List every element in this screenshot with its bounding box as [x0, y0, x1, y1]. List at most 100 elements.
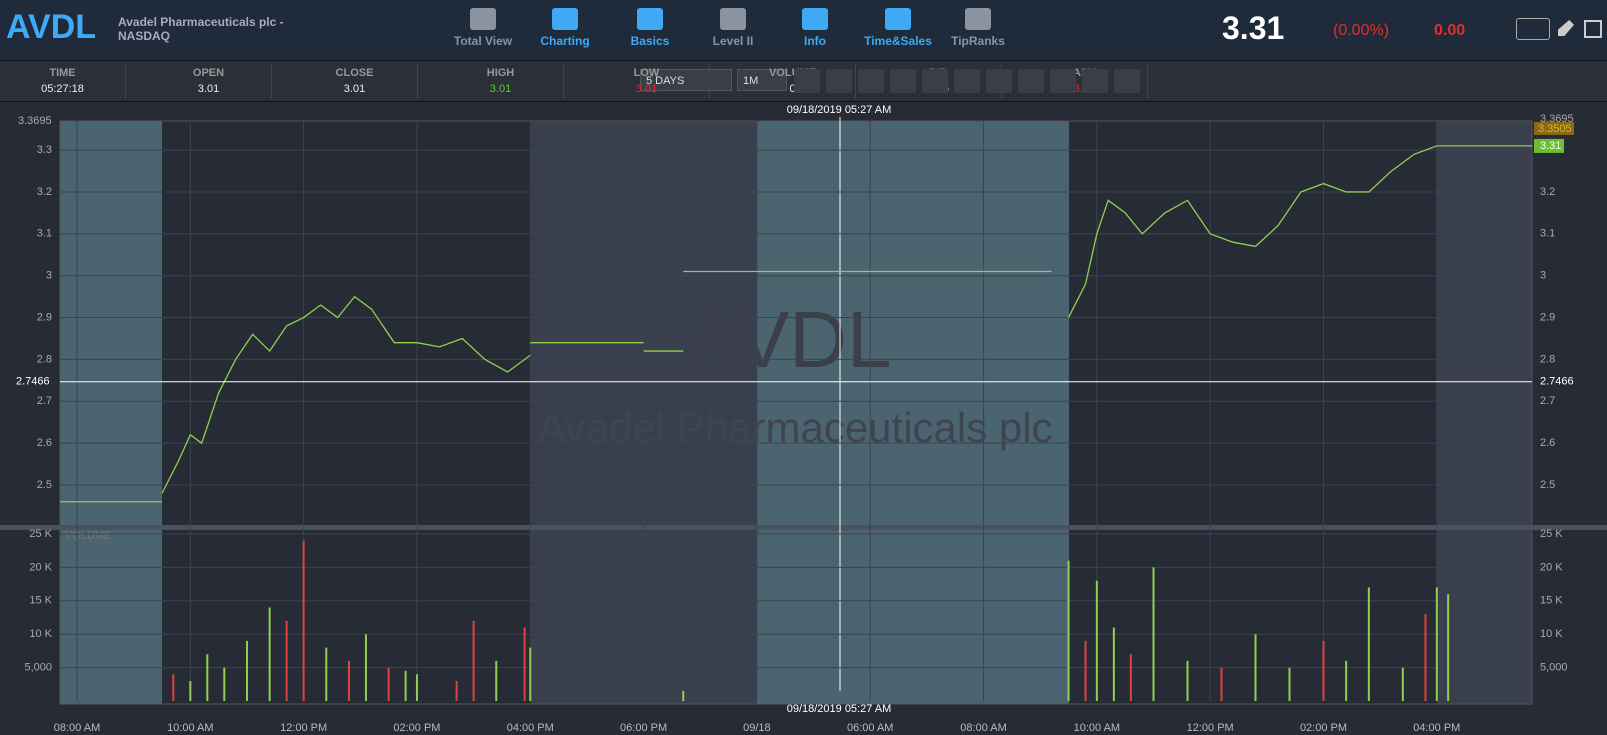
- x-tick-label: 12:00 PM: [280, 722, 327, 734]
- x-tick-label: 06:00 PM: [620, 722, 667, 734]
- tool-button[interactable]: [890, 69, 916, 93]
- y-tick-label: 10 K: [1540, 628, 1563, 640]
- y-tick-label: 15 K: [1540, 595, 1563, 607]
- stat-cell: LOW 3.01: [584, 63, 710, 99]
- settings-button[interactable]: [1558, 20, 1574, 36]
- y-tick-label: 25 K: [1540, 528, 1563, 540]
- stat-value: 3.01: [197, 83, 220, 95]
- volume-bar: [415, 674, 418, 701]
- volume-bar: [1288, 667, 1291, 701]
- nav-label: Basics: [630, 34, 670, 48]
- y-tick-label: 5,000: [1540, 662, 1568, 674]
- y-tick-label: 2.8: [1540, 353, 1555, 365]
- layout-button[interactable]: [1516, 18, 1550, 40]
- y-tick-label: 3.2: [1540, 186, 1555, 198]
- nav-label: Info: [804, 34, 826, 48]
- stat-value: 0: [789, 83, 796, 95]
- nav-item[interactable]: Info: [770, 8, 860, 48]
- stat-cell: TIME 05:27:18: [0, 63, 126, 99]
- tool-button[interactable]: [858, 69, 884, 93]
- volume-bar: [1367, 587, 1370, 701]
- volume-bar: [1095, 580, 1098, 701]
- tool-button[interactable]: [954, 69, 980, 93]
- y-tick-label: 2.9: [37, 311, 52, 323]
- stat-label: HIGH: [486, 67, 515, 79]
- x-tick-label: 09/18: [743, 722, 771, 734]
- premarket-shade: [757, 121, 1069, 704]
- nav-icon: [470, 8, 496, 30]
- crosshair-price: 2.7466: [16, 376, 50, 388]
- y-tick-label: 3.1: [1540, 228, 1555, 240]
- nav-label: Charting: [540, 34, 590, 48]
- interval-select[interactable]: 1M: [737, 69, 787, 91]
- volume-bar: [1067, 560, 1070, 701]
- volume-bar: [529, 647, 532, 701]
- nav-icon: [885, 8, 911, 30]
- nav-item[interactable]: Level II: [688, 8, 778, 48]
- change-pct: (0.00%): [1333, 22, 1390, 39]
- y-tick-label: 2.5: [37, 479, 52, 491]
- tool-button[interactable]: [794, 69, 820, 93]
- last-tag-label: 3.31: [1540, 140, 1561, 152]
- volume-bar: [387, 667, 390, 701]
- change: 0.00: [1434, 22, 1466, 39]
- x-tick-label: 08:00 AM: [54, 722, 100, 734]
- stat-label: OPEN: [192, 67, 225, 79]
- tool-button[interactable]: [826, 69, 852, 93]
- volume-bar: [472, 620, 475, 701]
- volume-bar: [1401, 667, 1404, 701]
- panel-divider: [0, 525, 1607, 530]
- volume-bar: [682, 690, 685, 701]
- nav-label: Time&Sales: [864, 34, 932, 48]
- volume-bar: [364, 634, 367, 701]
- volume-bar: [523, 627, 526, 701]
- y-tick-label: 10 K: [29, 628, 52, 640]
- last-tag: [1534, 138, 1564, 153]
- chart: AVDL Avadel Pharmaceuticals plc VOLUME 0…: [0, 103, 1607, 734]
- frame: [59, 120, 1533, 705]
- tool-button[interactable]: [1050, 69, 1076, 93]
- nav-item[interactable]: TipRanks: [933, 8, 1023, 48]
- x-tick-label: 10:00 AM: [1074, 722, 1120, 734]
- tool-button[interactable]: [1114, 69, 1140, 93]
- nav-label: Total View: [453, 34, 513, 48]
- volume-bar: [1112, 627, 1115, 701]
- volume-label: VOLUME: [65, 530, 111, 542]
- premarket-shade: [60, 121, 162, 704]
- x-tick-label: 08:00 AM: [960, 722, 1006, 734]
- volume-bar: [1254, 634, 1257, 701]
- nav-item[interactable]: Time&Sales: [853, 8, 943, 48]
- volume-bar: [302, 540, 305, 701]
- tool-button[interactable]: [1018, 69, 1044, 93]
- tool-button[interactable]: [922, 69, 948, 93]
- nav-label: TipRanks: [951, 34, 1005, 48]
- y-tick-label: 3.3: [37, 144, 52, 156]
- watermark-ticker: AVDL: [688, 295, 891, 384]
- y-tick-label: 2.6: [37, 437, 52, 449]
- x-tick-label: 02:00 PM: [393, 722, 440, 734]
- company: Avadel Pharmaceuticals plc -: [118, 15, 284, 29]
- nav-item[interactable]: Basics: [605, 8, 695, 48]
- nav-item[interactable]: Total View: [438, 8, 528, 48]
- nav-icon: [552, 8, 578, 30]
- tool-button[interactable]: [1082, 69, 1108, 93]
- nav-item[interactable]: Charting: [520, 8, 610, 48]
- tool-button[interactable]: [986, 69, 1012, 93]
- volume-bar: [455, 680, 458, 701]
- volume-bar: [1345, 660, 1348, 701]
- stat-label: CLOSE: [335, 67, 374, 79]
- popout-button[interactable]: [1584, 20, 1602, 38]
- nav-icon: [965, 8, 991, 30]
- y-tick-label: 2.5: [1540, 479, 1555, 491]
- header: AVDL Avadel Pharmaceuticals plc - NASDAQ…: [0, 0, 1607, 61]
- volume-bar: [206, 654, 209, 701]
- time-tag: [780, 103, 898, 117]
- y-tick-label: 15 K: [29, 595, 52, 607]
- volume-bar: [268, 607, 271, 701]
- price: 3.31: [1222, 10, 1285, 46]
- stat-value: 3.01: [489, 83, 512, 95]
- crosshair-price: 2.7466: [1540, 376, 1574, 388]
- y-tick-label: 25 K: [29, 528, 52, 540]
- nav-icon: [802, 8, 828, 30]
